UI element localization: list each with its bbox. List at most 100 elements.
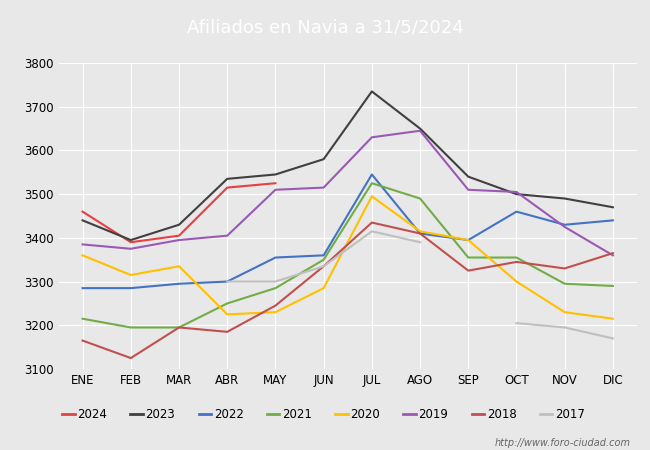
2022: [416, 231, 424, 236]
Line: 2021: 2021: [83, 183, 613, 328]
2021: [513, 255, 521, 260]
Line: 2023: 2023: [83, 91, 613, 240]
2021: [224, 301, 231, 306]
2019: [127, 246, 135, 252]
2021: [368, 180, 376, 186]
2023: [609, 205, 617, 210]
2018: [127, 356, 135, 361]
2022: [368, 172, 376, 177]
2020: [609, 316, 617, 321]
2021: [320, 257, 328, 262]
2023: [464, 174, 472, 180]
Text: http://www.foro-ciudad.com: http://www.foro-ciudad.com: [495, 438, 630, 448]
2021: [464, 255, 472, 260]
2023: [272, 172, 280, 177]
2023: [224, 176, 231, 181]
2019: [609, 252, 617, 258]
2019: [513, 189, 521, 195]
2020: [320, 285, 328, 291]
2021: [272, 285, 280, 291]
2023: [416, 126, 424, 131]
Text: 2018: 2018: [487, 408, 517, 420]
Line: 2024: 2024: [83, 183, 276, 242]
2021: [79, 316, 86, 321]
2018: [79, 338, 86, 343]
2021: [609, 283, 617, 288]
2023: [127, 237, 135, 243]
2017: [224, 279, 231, 284]
2019: [79, 242, 86, 247]
2018: [464, 268, 472, 273]
2019: [175, 237, 183, 243]
2020: [272, 310, 280, 315]
2022: [320, 252, 328, 258]
2020: [561, 310, 569, 315]
2022: [513, 209, 521, 214]
2018: [513, 259, 521, 265]
2024: [127, 239, 135, 245]
Line: 2022: 2022: [83, 175, 613, 288]
2019: [464, 187, 472, 193]
2018: [609, 251, 617, 256]
2017: [368, 229, 376, 234]
Text: Afiliados en Navia a 31/5/2024: Afiliados en Navia a 31/5/2024: [187, 18, 463, 36]
2017: [416, 239, 424, 245]
2021: [561, 281, 569, 287]
2020: [175, 264, 183, 269]
2024: [175, 233, 183, 238]
2019: [368, 135, 376, 140]
2017: [320, 264, 328, 269]
Line: 2017: 2017: [227, 231, 420, 282]
Text: 2024: 2024: [77, 408, 107, 420]
Text: 2020: 2020: [350, 408, 380, 420]
Text: 2017: 2017: [555, 408, 585, 420]
2020: [416, 229, 424, 234]
2023: [320, 157, 328, 162]
2018: [224, 329, 231, 334]
2023: [79, 218, 86, 223]
2020: [224, 312, 231, 317]
2018: [416, 231, 424, 236]
Line: 2020: 2020: [83, 196, 613, 319]
2019: [561, 224, 569, 230]
2022: [175, 281, 183, 287]
2018: [561, 266, 569, 271]
Line: 2019: 2019: [83, 131, 613, 255]
2020: [79, 252, 86, 258]
2019: [224, 233, 231, 238]
2019: [320, 185, 328, 190]
2018: [320, 264, 328, 269]
2018: [175, 325, 183, 330]
2017: [272, 279, 280, 284]
2018: [368, 220, 376, 225]
2019: [416, 128, 424, 134]
2022: [609, 218, 617, 223]
2022: [561, 222, 569, 227]
2022: [272, 255, 280, 260]
2024: [79, 209, 86, 214]
Text: 2023: 2023: [146, 408, 176, 420]
2022: [79, 285, 86, 291]
2020: [513, 279, 521, 284]
Text: 2019: 2019: [419, 408, 448, 420]
2022: [464, 237, 472, 243]
2019: [272, 187, 280, 193]
2024: [224, 185, 231, 190]
Text: 2021: 2021: [282, 408, 312, 420]
2024: [272, 180, 280, 186]
2022: [224, 279, 231, 284]
2020: [127, 272, 135, 278]
2023: [513, 191, 521, 197]
2021: [127, 325, 135, 330]
2018: [272, 303, 280, 308]
2020: [368, 194, 376, 199]
2023: [175, 222, 183, 227]
Text: 2022: 2022: [214, 408, 244, 420]
2023: [368, 89, 376, 94]
2023: [561, 196, 569, 201]
Line: 2018: 2018: [83, 223, 613, 358]
2022: [127, 285, 135, 291]
2021: [175, 325, 183, 330]
2021: [416, 196, 424, 201]
2020: [464, 237, 472, 243]
